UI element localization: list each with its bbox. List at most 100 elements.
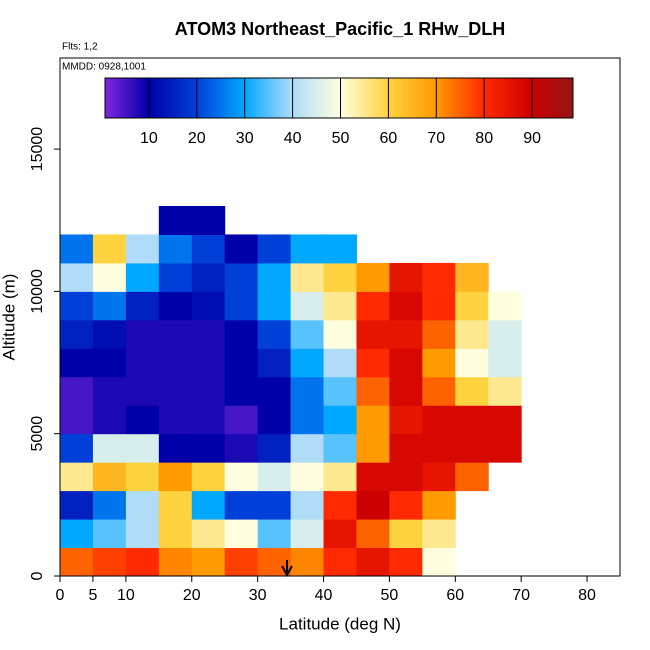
colorbar-slice [236, 78, 238, 118]
heat-cell [257, 433, 292, 463]
heat-cell [290, 234, 325, 264]
colorbar-slice [537, 78, 539, 118]
colorbar-slice [456, 78, 458, 118]
colorbar-slice [402, 78, 404, 118]
colorbar-slice [495, 78, 497, 118]
colorbar-slice [117, 78, 119, 118]
colorbar-slice [451, 78, 453, 118]
colorbar-slice [493, 78, 495, 118]
heat-cell [158, 547, 193, 577]
colorbar-slice [157, 78, 159, 118]
colorbar-slice [276, 78, 278, 118]
colorbar-slice [381, 78, 383, 118]
heat-cell [125, 262, 160, 292]
colorbar-slice [132, 78, 134, 118]
colorbar-slice [391, 78, 393, 118]
heat-cell [323, 462, 357, 492]
colorbar-slice [518, 78, 520, 118]
colorbar-slice [150, 78, 152, 118]
colorbar-slice [571, 78, 573, 118]
colorbar-slice [485, 78, 487, 118]
colorbar-slice [332, 78, 334, 118]
colorbar-slice [547, 78, 549, 118]
heat-cell [257, 519, 292, 549]
colorbar-slice [556, 78, 558, 118]
colorbar-slice [369, 78, 371, 118]
colorbar-slice [189, 78, 191, 118]
colorbar-slice [186, 78, 188, 118]
colorbar-slice [367, 78, 369, 118]
colorbar-slice [237, 78, 239, 118]
heat-cell [224, 433, 259, 463]
colorbar-slice [459, 78, 461, 118]
colorbar-slice [523, 78, 525, 118]
colorbar-slice [374, 78, 376, 118]
heat-cell [125, 405, 160, 435]
colorbar-slice [559, 78, 561, 118]
colorbar-slice [490, 78, 492, 118]
colorbar-slice [566, 78, 568, 118]
colorbar-slice [401, 78, 403, 118]
colorbar-slice [294, 78, 296, 118]
colorbar-slice [226, 78, 228, 118]
colorbar-slice [349, 78, 351, 118]
heat-cell [224, 291, 259, 321]
y-axis-label: Altitude (m) [0, 274, 18, 361]
colorbar-slice [312, 78, 314, 118]
heat-cell [257, 234, 292, 264]
colorbar-slice [181, 78, 183, 118]
colorbar-slice [458, 78, 460, 118]
heat-cell [422, 319, 456, 349]
colorbar-slice [545, 78, 547, 118]
colorbar-slice [437, 78, 439, 118]
colorbar-slice [463, 78, 465, 118]
colorbar-slice [207, 78, 209, 118]
colorbar-slice [153, 78, 155, 118]
colorbar-slice [461, 78, 463, 118]
colorbar-slice [140, 78, 142, 118]
colorbar-slice [366, 78, 368, 118]
colorbar-slice [158, 78, 160, 118]
colorbar-slice [109, 78, 111, 118]
colorbar-slice [497, 78, 499, 118]
colorbar-slice [304, 78, 306, 118]
colorbar-slice [489, 78, 491, 118]
heat-cell [455, 433, 489, 463]
colorbar-slice [510, 78, 512, 118]
colorbar-slice [198, 78, 200, 118]
heat-cell [92, 234, 127, 264]
colorbar-slice [342, 78, 344, 118]
colorbar-slice [116, 78, 118, 118]
heat-cell [92, 319, 127, 349]
colorbar-slice [515, 78, 517, 118]
colorbar-slice [372, 78, 374, 118]
colorbar-slice [435, 78, 437, 118]
colorbar-slice [426, 78, 428, 118]
heat-cell [92, 262, 127, 292]
plot-frame [59, 57, 621, 577]
colorbar-tick-label: 80 [475, 130, 493, 147]
heat-cell [257, 262, 292, 292]
colorbar-slice [293, 78, 295, 118]
heat-cell [356, 319, 390, 349]
heat-cell [224, 376, 259, 406]
x-tick-label: 30 [249, 587, 267, 604]
colorbar-slice [175, 78, 177, 118]
colorbar-slice [115, 78, 117, 118]
colorbar-slice [505, 78, 507, 118]
colorbar-slice [480, 78, 482, 118]
colorbar-slice [524, 78, 526, 118]
colorbar-slice [121, 78, 123, 118]
heat-cell [60, 376, 94, 406]
heat-cell [356, 462, 390, 492]
colorbar-slice [152, 78, 154, 118]
colorbar-slice [316, 78, 318, 118]
heat-cell [422, 547, 456, 577]
colorbar-slice [530, 78, 532, 118]
colorbar-slice [363, 78, 365, 118]
colorbar-slice [156, 78, 158, 118]
colorbar-slice [209, 78, 211, 118]
colorbar-slice [315, 78, 317, 118]
colorbar-slice [478, 78, 480, 118]
heat-cell [389, 376, 423, 406]
